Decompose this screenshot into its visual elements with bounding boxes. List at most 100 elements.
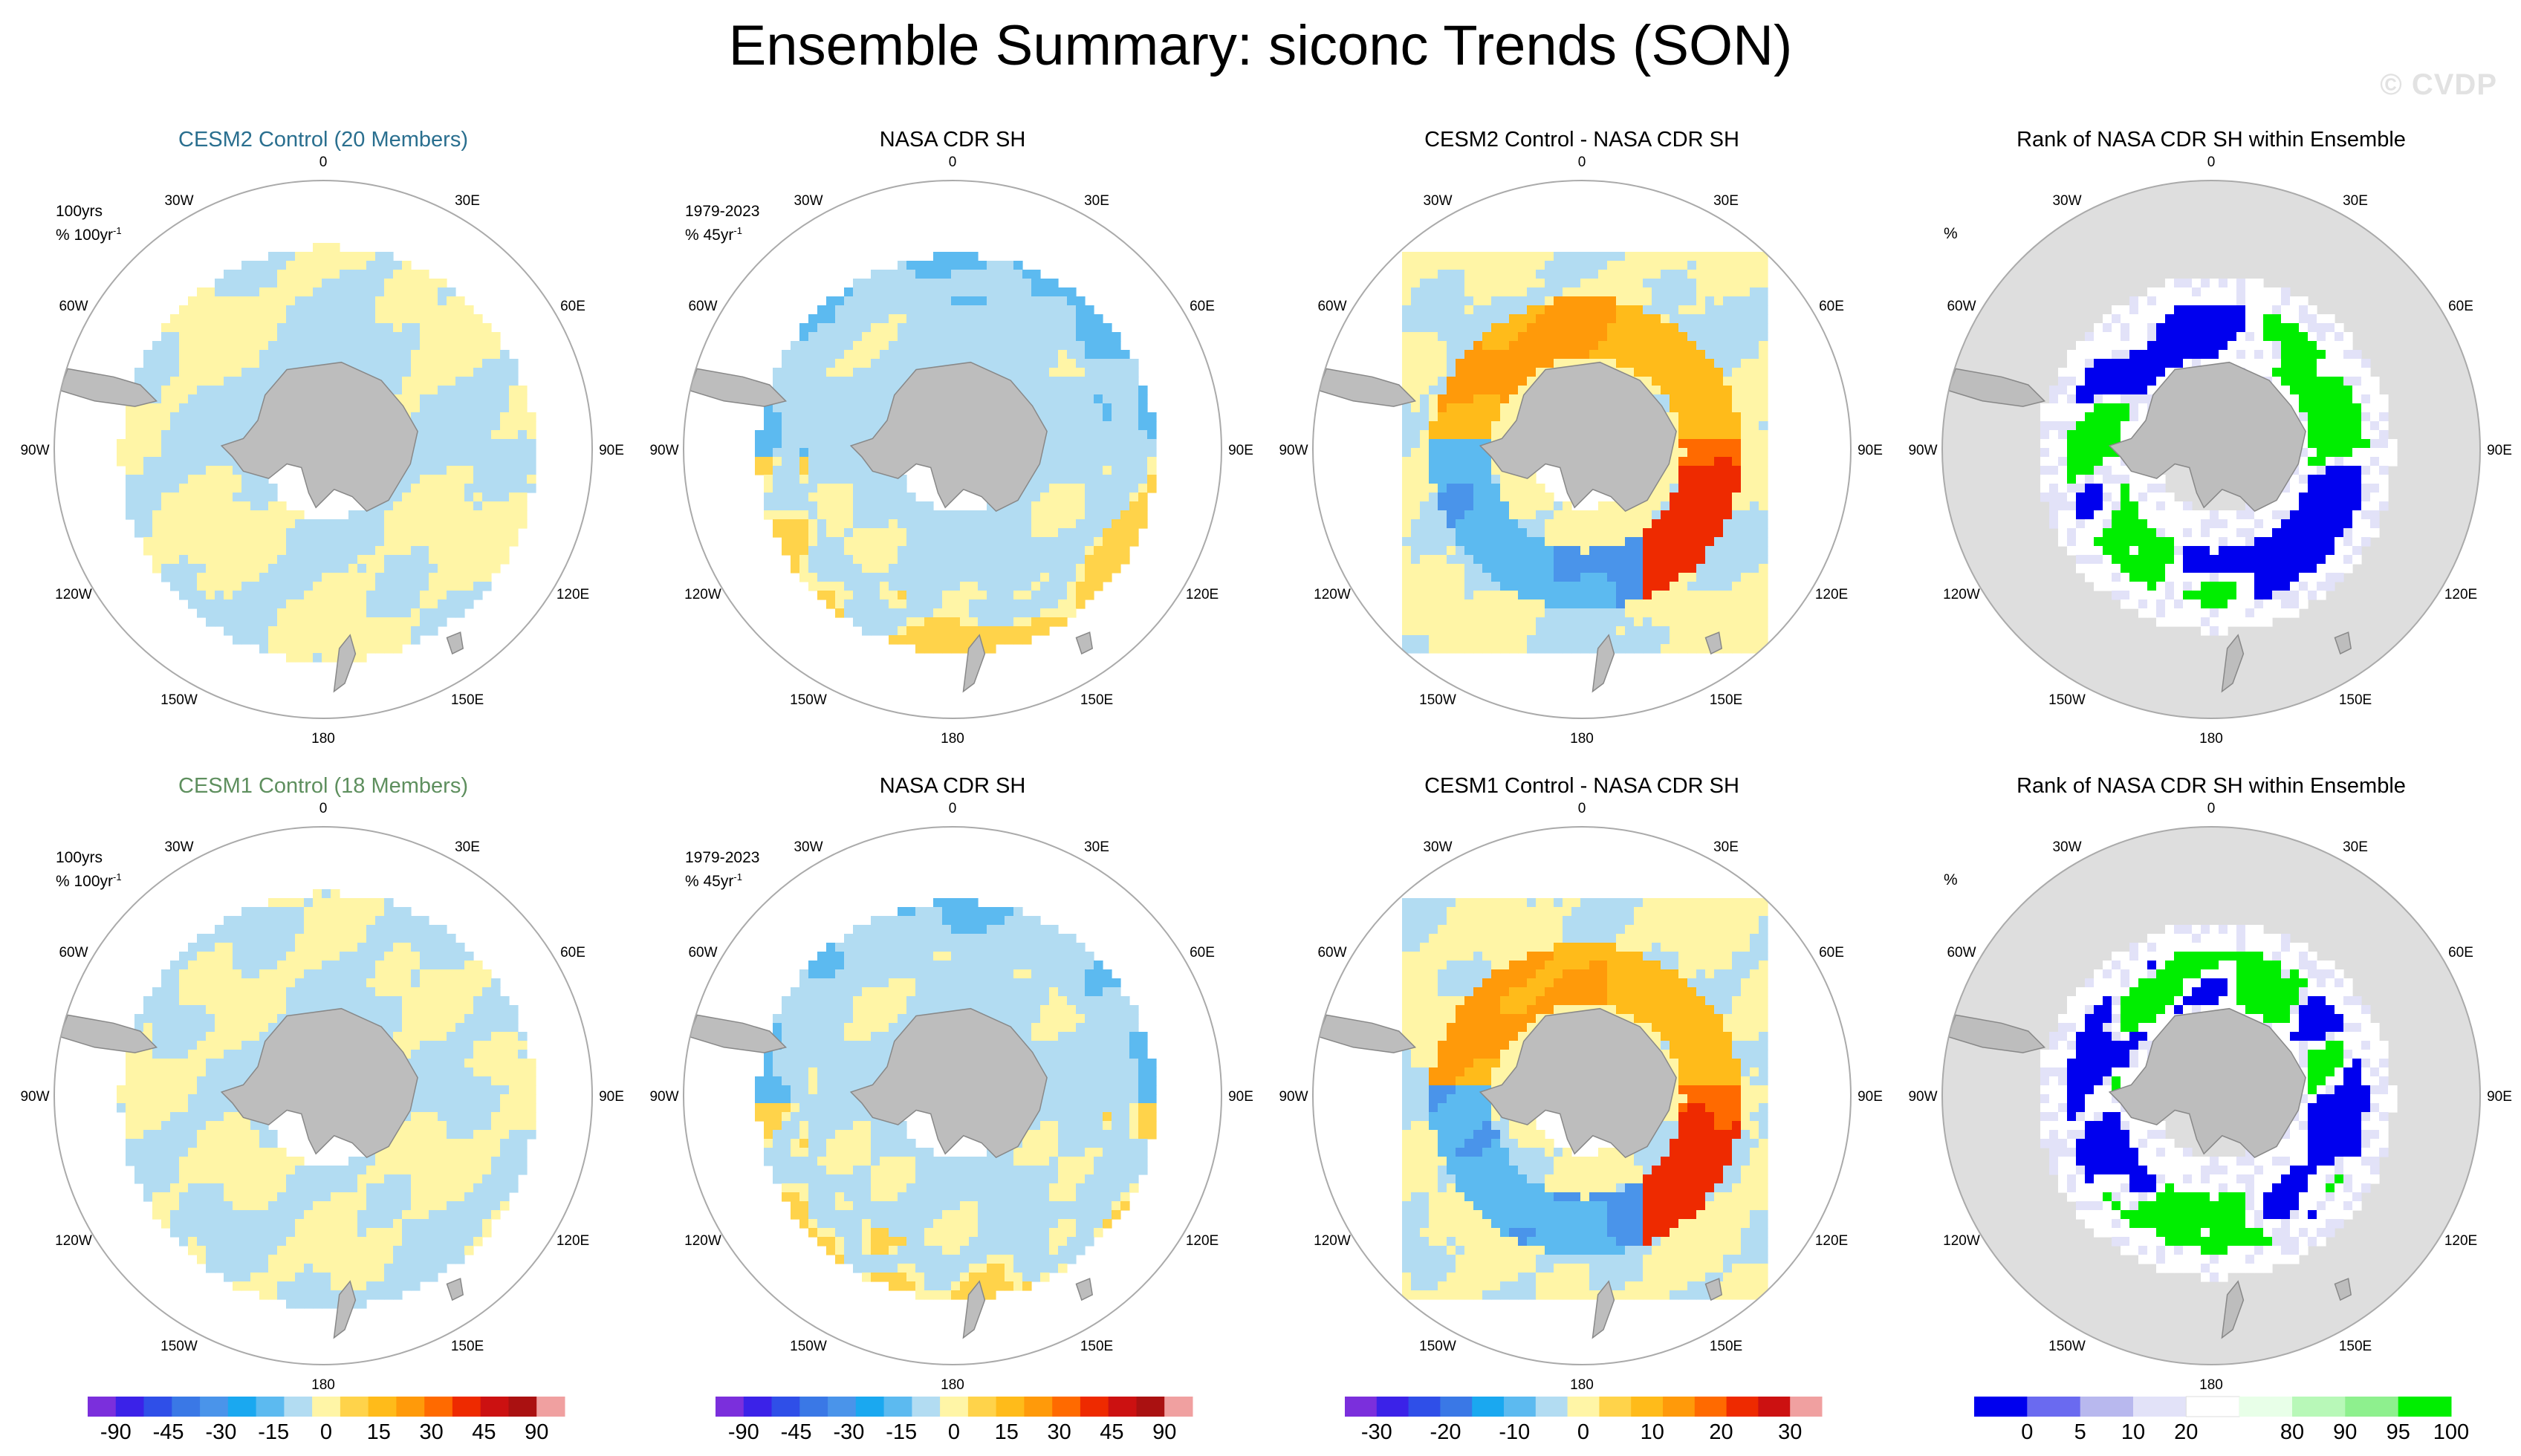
panel-title: CESM2 Control (20 Members): [178, 128, 468, 152]
map-panel-1-2: 0 30E 60E 90E 120E 150E 180 150W 120W 90W 60W 30W: [649, 155, 1253, 747]
colorbar-swatch: [536, 1397, 565, 1417]
panel-annotation: 1979-2023 % 45yr-1: [685, 202, 759, 245]
annotation-line: %: [1944, 225, 1958, 242]
longitude-label: 30E: [1713, 839, 1739, 855]
longitude-label: 180: [2199, 1377, 2223, 1393]
colorbar-tick-label: -90: [100, 1420, 132, 1444]
map-boundary: [683, 826, 1222, 1365]
longitude-label: 150E: [1080, 1339, 1113, 1354]
longitude-label: 0: [2207, 801, 2216, 816]
longitude-label: 180: [1570, 731, 1594, 747]
colorbar-swatch: [1345, 1397, 1378, 1417]
map-panel-2-3: 0 30E 60E 90E 120E 150E 180 150W 120W 90W 60W 30W: [1279, 801, 1882, 1393]
colorbar-tick-label: -45: [781, 1420, 812, 1444]
longitude-label: 90E: [2487, 1089, 2512, 1105]
colorbar-tick-label: 0: [320, 1420, 332, 1444]
colorbar-swatch: [284, 1397, 313, 1417]
antarctica-landmass: [1479, 361, 1677, 513]
annotation-line: %: [1944, 871, 1958, 888]
longitude-label: 0: [949, 801, 957, 816]
longitude-label: 180: [311, 1377, 335, 1393]
colorbar-tick-label: 95: [2387, 1420, 2410, 1444]
map-panel-2-1: 0 30E 60E 90E 120E 150E 180 150W 120W 90W 60W 30W: [20, 801, 623, 1393]
longitude-label: 30W: [164, 193, 193, 209]
colorbar-tick-label: 10: [1641, 1420, 1664, 1444]
map-boundary: [53, 180, 593, 719]
colorbar-tick-label: -45: [153, 1420, 184, 1444]
colorbar-swatch: [1080, 1397, 1109, 1417]
longitude-label: 90E: [599, 1089, 624, 1105]
colorbar-tick-label: 0: [1577, 1420, 1589, 1444]
colorbar-swatch: [424, 1397, 453, 1417]
longitude-label: 60W: [1947, 299, 1976, 314]
longitude-label: 90E: [2487, 443, 2512, 458]
longitude-label: 150E: [451, 1339, 484, 1354]
longitude-label: 30E: [2343, 839, 2368, 855]
annotation-line: 1979-2023: [685, 849, 760, 866]
longitude-label: 120W: [55, 1233, 92, 1249]
colorbar-swatch: [480, 1397, 509, 1417]
annotation-units: % 45yr-1: [685, 871, 742, 890]
colorbar-swatch: [912, 1397, 941, 1417]
colorbar-swatch: [799, 1397, 828, 1417]
data-field: [2040, 279, 2398, 636]
map-panel-1-3: 0 30E 60E 90E 120E 150E 180 150W 120W 90W 60W 30W: [1279, 155, 1882, 747]
colorbar-tick-label: 20: [1709, 1420, 1733, 1444]
longitude-label: 90W: [1279, 443, 1308, 458]
longitude-label: 60W: [1317, 299, 1346, 314]
colorbar-tick-label: 90: [1152, 1420, 1176, 1444]
longitude-label: 30W: [1423, 839, 1452, 855]
longitude-label: 90W: [20, 443, 49, 458]
colorbar-swatch: [1790, 1397, 1823, 1417]
panel-title: CESM2 Control - NASA CDR SH: [1424, 128, 1739, 152]
colorbar-tick-label: 15: [995, 1420, 1019, 1444]
longitude-label: 30W: [794, 839, 823, 855]
colorbar-swatch: [828, 1397, 857, 1417]
map-boundary: [1312, 826, 1852, 1365]
colorbar-swatch: [88, 1397, 117, 1417]
longitude-label: 60E: [1819, 299, 1844, 314]
map-boundary: [1941, 180, 2481, 719]
longitude-label: 0: [1578, 801, 1586, 816]
longitude-label: 90W: [1908, 443, 1937, 458]
colorbar-tick-label: 90: [525, 1420, 548, 1444]
longitude-label: 30W: [164, 839, 193, 855]
longitude-label: 150W: [1419, 692, 1456, 708]
longitude-label: 150E: [1710, 692, 1742, 708]
longitude-label: 60E: [1819, 945, 1844, 961]
annotation-line: 100yrs: [56, 849, 103, 866]
longitude-label: 60W: [59, 299, 88, 314]
longitude-label: 30W: [794, 193, 823, 209]
annotation-units: % 45yr-1: [685, 225, 742, 244]
colorbar-tick-label: -15: [886, 1420, 917, 1444]
colorbar-swatch: [996, 1397, 1025, 1417]
longitude-label: 120E: [557, 587, 589, 602]
colorbar-swatch: [2080, 1397, 2134, 1417]
colorbar-swatch: [2133, 1397, 2187, 1417]
map-boundary: [1312, 180, 1852, 719]
longitude-label: 150E: [1080, 692, 1113, 708]
colorbar-tick-label: 100: [2433, 1420, 2469, 1444]
panel-annotation: %: [1944, 224, 1958, 244]
longitude-label: 60E: [1190, 299, 1215, 314]
colorbar-swatch: [2398, 1397, 2452, 1417]
longitude-label: 90E: [1228, 443, 1253, 458]
colorbar-swatch: [172, 1397, 201, 1417]
colorbar-swatch: [2292, 1397, 2346, 1417]
longitude-label: 150W: [160, 692, 198, 708]
antarctica-landmass: [849, 1007, 1048, 1159]
antarctica-landmass: [1479, 1007, 1677, 1159]
longitude-label: 120E: [1815, 587, 1848, 602]
colorbar-swatch: [1164, 1397, 1193, 1417]
data-field: [755, 898, 1157, 1300]
colorbar-swatch: [2345, 1397, 2399, 1417]
colorbar-tick-label: 0: [2021, 1420, 2033, 1444]
data-field: [2040, 925, 2398, 1282]
colorbar-swatch: [200, 1397, 229, 1417]
colorbar-tick-label: 10: [2121, 1420, 2145, 1444]
longitude-label: 150E: [1710, 1339, 1742, 1354]
annotation-units: % 100yr-1: [56, 871, 122, 890]
antarctica-landmass: [220, 361, 418, 513]
longitude-label: 150E: [451, 692, 484, 708]
